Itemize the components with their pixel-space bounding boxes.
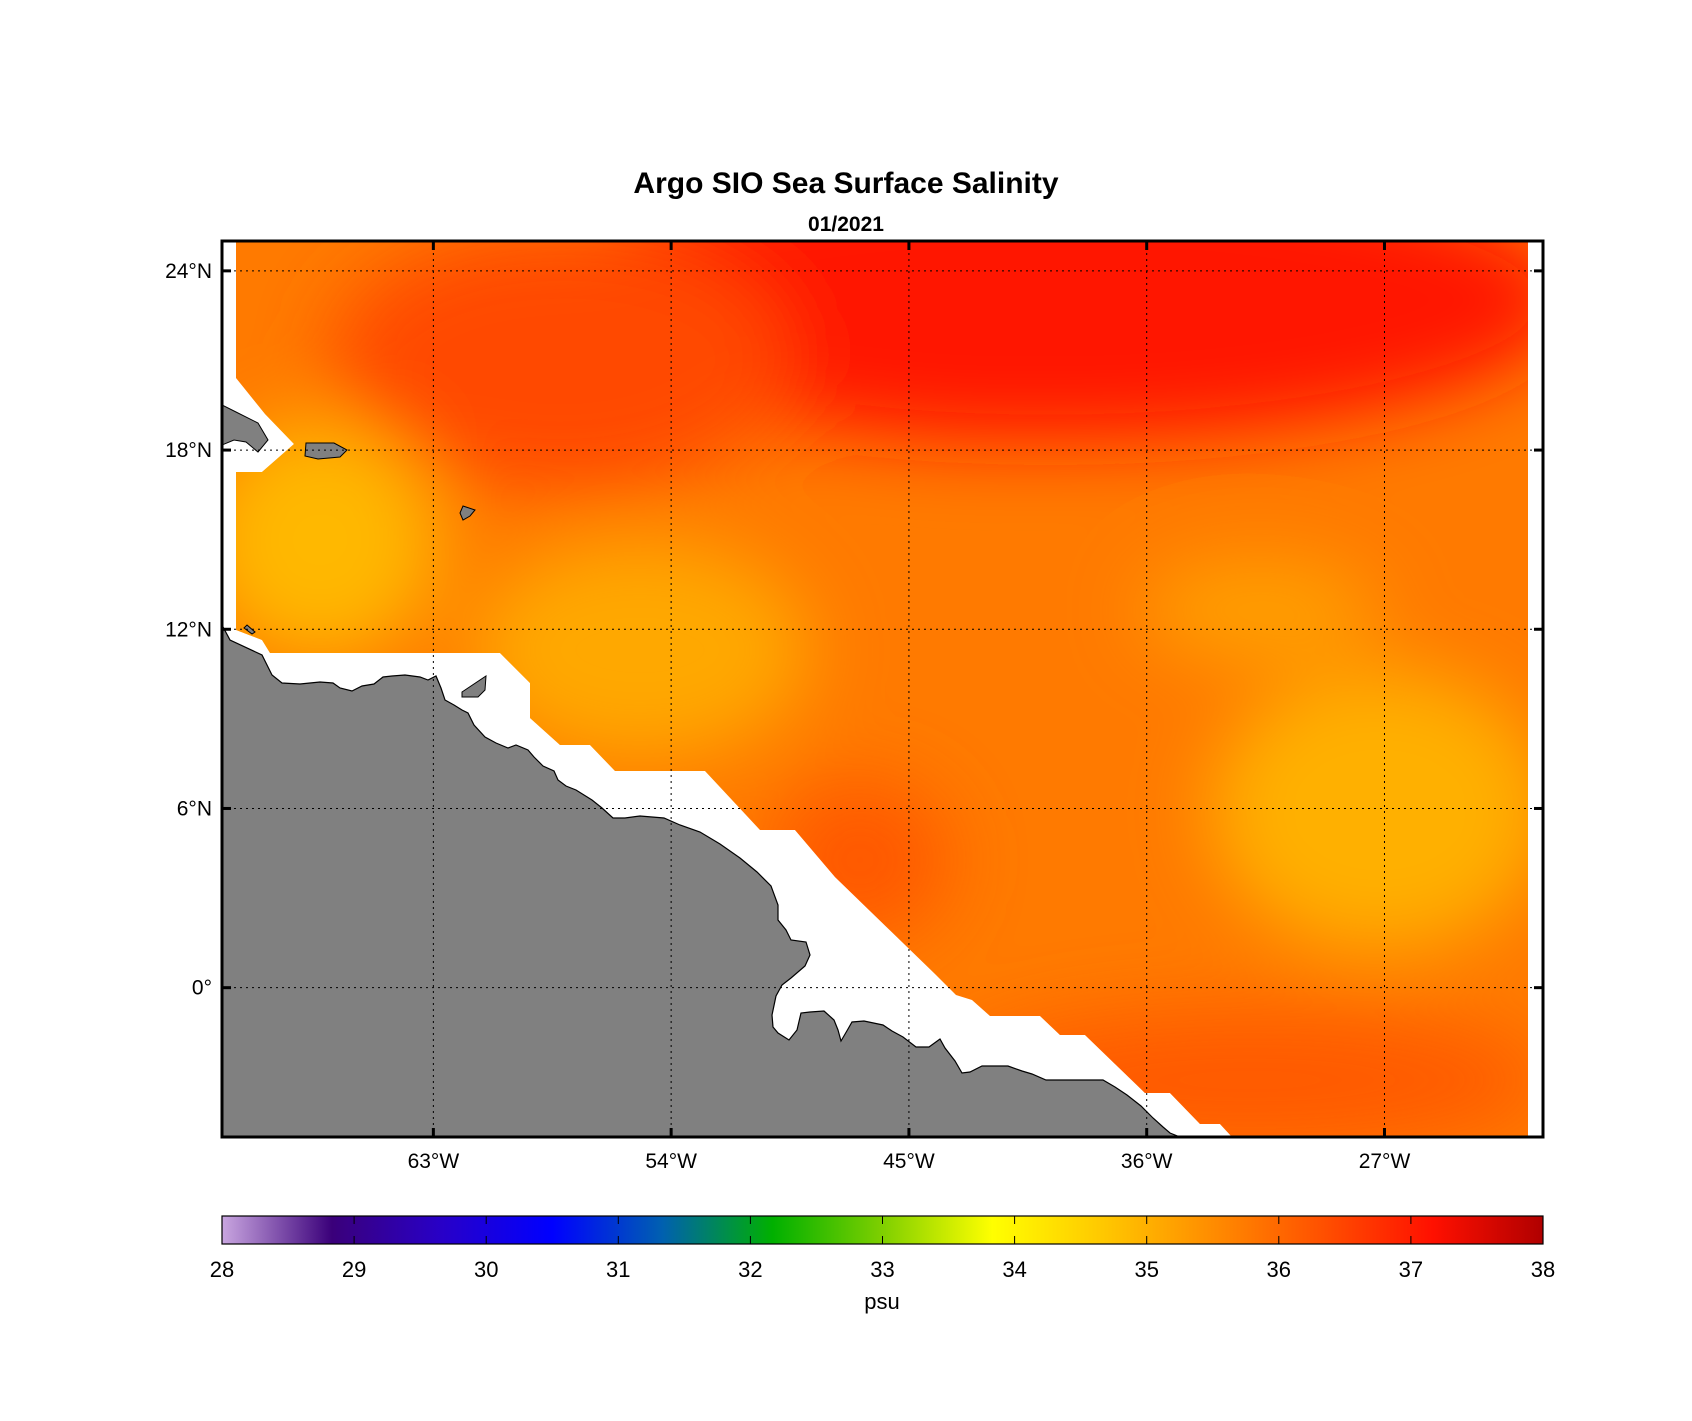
salinity-zone-east-low xyxy=(1210,670,1528,950)
salinity-zone-plume-edge xyxy=(470,540,810,760)
land-north-america xyxy=(222,404,269,453)
colorbar-tick-label: 34 xyxy=(1002,1257,1026,1282)
lon-tick-label: 63°W xyxy=(408,1150,460,1173)
longitude-axis: 63°W 54°W 45°W 36°W 27°W xyxy=(408,241,1411,1173)
colorbar-tick-label: 31 xyxy=(606,1257,630,1282)
lon-tick-label: 45°W xyxy=(883,1150,935,1173)
colorbar-unit-label: psu xyxy=(864,1289,899,1314)
colorbar-tick-label: 28 xyxy=(210,1257,234,1282)
latitude-axis: 24°N 18°N 12°N 6°N 0° xyxy=(165,260,1543,1000)
salinity-zone-high-north xyxy=(530,241,1528,440)
graticule xyxy=(222,241,1543,1137)
land-south-america xyxy=(222,624,1181,1137)
lat-tick-label: 12°N xyxy=(165,618,212,641)
colorbar-tick-label: 38 xyxy=(1531,1257,1555,1282)
lon-tick-label: 27°W xyxy=(1359,1150,1411,1173)
colorbar-tick-label: 37 xyxy=(1399,1257,1423,1282)
salinity-zone-central-low xyxy=(1140,560,1380,660)
colorbar-ticks: 28 29 30 31 32 33 34 35 36 37 38 xyxy=(210,1216,1555,1282)
colorbar-tick-label: 35 xyxy=(1134,1257,1158,1282)
land-coastal-island xyxy=(461,675,487,698)
map-area xyxy=(222,241,1543,1137)
salinity-zone-west-high xyxy=(330,241,790,490)
lon-tick-label: 54°W xyxy=(645,1150,697,1173)
land-small-island xyxy=(459,505,476,521)
colorbar-tick-label: 32 xyxy=(738,1257,762,1282)
lon-tick-label: 36°W xyxy=(1121,1150,1173,1173)
chart-subtitle: 01/2021 xyxy=(808,213,884,236)
colorbar-tick-label: 29 xyxy=(342,1257,366,1282)
map-frame xyxy=(220,239,1545,1139)
lat-tick-label: 6°N xyxy=(177,797,212,820)
chart-title: Argo SIO Sea Surface Salinity xyxy=(633,167,1058,200)
lat-tick-label: 18°N xyxy=(165,439,212,462)
lat-tick-label: 24°N xyxy=(165,260,212,283)
colorbar-tick-label: 33 xyxy=(870,1257,894,1282)
lat-tick-label: 0° xyxy=(192,977,212,1000)
colorbar-tick-label: 30 xyxy=(474,1257,498,1282)
salinity-field xyxy=(236,241,1528,1137)
salinity-zone-caribbean-low xyxy=(236,420,440,660)
land-caribbean-island xyxy=(304,442,348,460)
colorbar-tick-label: 36 xyxy=(1267,1257,1291,1282)
